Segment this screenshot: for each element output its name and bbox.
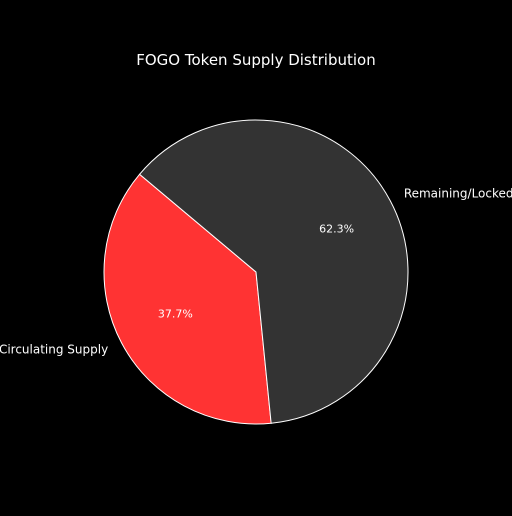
pie-labels: Circulating Supply 37.7% Remaining/Locked 6… — [0, 186, 512, 356]
slice-percent-remaining-locked: 62.3% — [319, 222, 354, 235]
pie-slices — [103, 119, 409, 425]
slice-label-circulating-supply: Circulating Supply — [0, 343, 108, 357]
slice-percent-circulating-supply: 37.7% — [158, 308, 193, 321]
slice-label-remaining-locked: Remaining/Locked — [404, 186, 512, 200]
chart-title: FOGO Token Supply Distribution — [136, 51, 375, 69]
pie-slice-circulating-supply — [103, 173, 272, 425]
pie-slice-remaining-locked — [138, 119, 409, 424]
